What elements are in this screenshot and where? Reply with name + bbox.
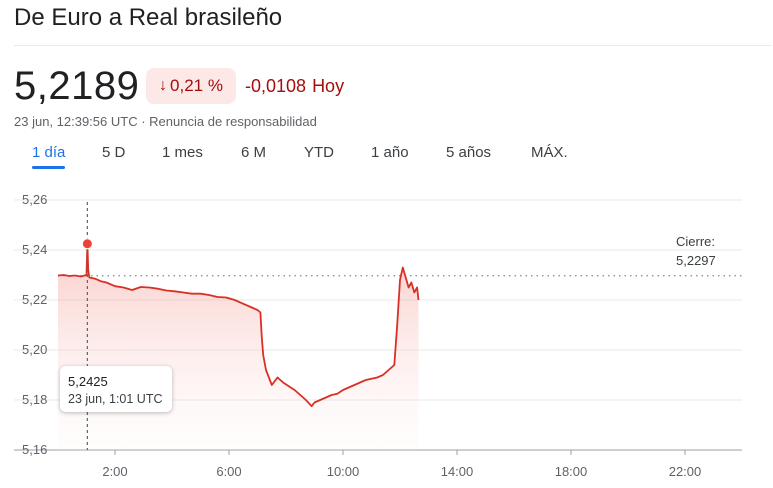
hover-point (81, 238, 93, 250)
previous-close-label: Cierre: (676, 234, 715, 249)
disclaimer-link[interactable]: Renuncia de responsabilidad (149, 114, 317, 129)
range-tabs: 1 día 5 D 1 mes 6 M YTD 1 año 5 años MÁX… (0, 144, 773, 170)
x-tick-label: 14:00 (441, 464, 474, 479)
tab-5-days[interactable]: 5 D (102, 144, 126, 161)
tab-5-years[interactable]: 5 años (446, 144, 492, 161)
x-tick-label: 6:00 (216, 464, 241, 479)
active-tab-indicator (32, 166, 65, 169)
hover-tooltip: 5,2425 23 jun, 1:01 UTC (60, 366, 172, 412)
tab-1-day[interactable]: 1 día (32, 144, 66, 161)
tooltip-time: 23 jun, 1:01 UTC (68, 392, 163, 406)
price-line (57, 242, 420, 408)
tab-1-year[interactable]: 1 año (371, 144, 409, 161)
price-chart[interactable]: 5,26 5,24 5,22 5,20 5,18 5,16 2:00 6:00 10:00 14… (0, 180, 773, 488)
tab-6-months[interactable]: 6 M (241, 144, 267, 161)
page-title: De Euro a Real brasileño (14, 4, 283, 31)
tooltip-value: 5,2425 (68, 374, 108, 389)
header-divider (14, 45, 772, 46)
y-tick-label: 5,22 (22, 292, 47, 307)
tab-1-month[interactable]: 1 mes (162, 144, 203, 161)
change-percent-badge: ↓ 0,21 % (146, 68, 236, 104)
arrow-down-icon: ↓ (159, 77, 168, 94)
x-tick-label: 2:00 (102, 464, 127, 479)
y-tick-label: 5,16 (22, 442, 47, 457)
current-price: 5,2189 (14, 64, 140, 108)
change-absolute: -0,0108 (245, 76, 307, 96)
y-tick-label: 5,20 (22, 342, 47, 357)
previous-close-value: 5,2297 (676, 253, 716, 268)
tab-max[interactable]: MÁX. (531, 144, 568, 161)
x-tick-label: 18:00 (555, 464, 588, 479)
y-tick-label: 5,18 (22, 392, 47, 407)
change-summary: -0,0108 Hoy (245, 76, 344, 97)
change-period: Hoy (312, 76, 345, 96)
x-tick-label: 10:00 (327, 464, 360, 479)
separator-dot: · (141, 114, 146, 129)
y-tick-label: 5,24 (22, 242, 47, 257)
tab-ytd[interactable]: YTD (304, 144, 334, 161)
x-tick-label: 22:00 (669, 464, 702, 479)
change-percent: 0,21 % (170, 76, 223, 95)
timestamp: 23 jun, 12:39:56 UTC (14, 114, 138, 129)
y-tick-label: 5,26 (22, 192, 47, 207)
price-subline: 23 jun, 12:39:56 UTC · Renuncia de respo… (14, 114, 317, 129)
price-area (58, 243, 419, 450)
